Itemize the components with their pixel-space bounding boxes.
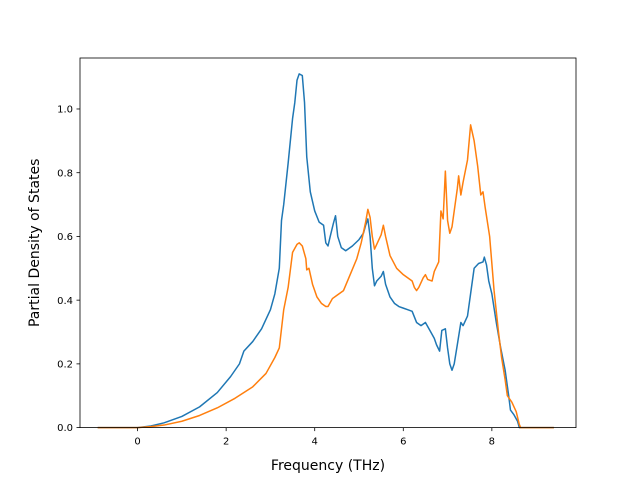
y-tick-label: 0.8	[57, 168, 73, 179]
series-line-2	[97, 124, 554, 429]
x-tick-label: 6	[400, 437, 406, 448]
x-tick-label: 4	[312, 437, 318, 448]
x-tick-label: 2	[223, 437, 229, 448]
x-axis-label: Frequency (THz)	[271, 458, 385, 474]
y-axis-ticks: 0.0 0.2 0.4 0.6 0.8 1.0	[57, 105, 80, 434]
plot-frame	[79, 57, 577, 429]
y-tick-label: 0.4	[57, 296, 73, 307]
y-tick-label: 0.2	[57, 359, 73, 370]
y-tick-label: 1.0	[57, 105, 73, 116]
x-tick-label: 0	[134, 437, 140, 448]
series-line-1	[97, 73, 554, 429]
series-layer	[97, 73, 554, 429]
y-tick-label: 0.6	[57, 232, 73, 243]
y-tick-label: 0.0	[57, 423, 73, 434]
x-axis-ticks: 0 2 4 6 8	[134, 427, 495, 448]
x-tick-label: 8	[489, 437, 495, 448]
y-axis-label: Partial Density of States	[27, 159, 43, 327]
